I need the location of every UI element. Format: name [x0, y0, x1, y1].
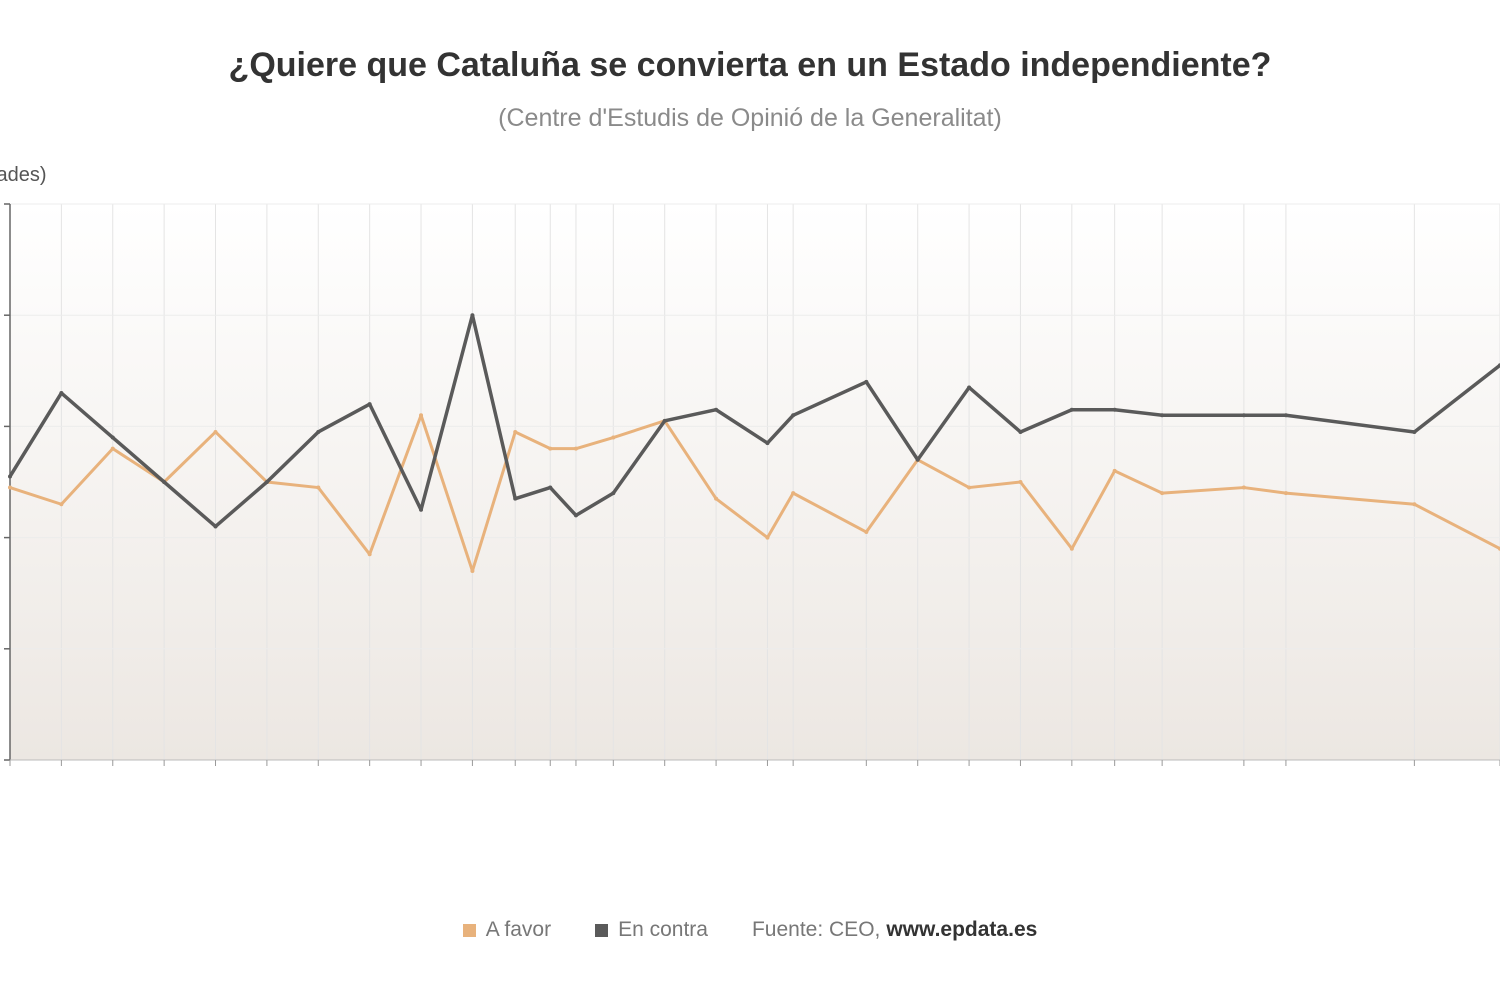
- series-1-point-10[interactable]: [513, 496, 518, 501]
- series-0-point-10[interactable]: [513, 429, 518, 434]
- series-0-point-23[interactable]: [1112, 468, 1117, 473]
- series-0-point-9[interactable]: [470, 568, 475, 573]
- series-1-point-24[interactable]: [1160, 413, 1165, 418]
- series-1-point-27[interactable]: [1412, 429, 1417, 434]
- series-1-point-4[interactable]: [213, 524, 218, 529]
- series-0-point-17[interactable]: [791, 491, 796, 496]
- series-0-point-7[interactable]: [367, 552, 372, 557]
- legend-label-a-favor: A favor: [485, 918, 552, 941]
- chart-subtitle: (Centre d'Estudis de Opinió de la Genera…: [498, 104, 1002, 132]
- series-1-point-25[interactable]: [1241, 413, 1246, 418]
- series-0-point-4[interactable]: [213, 429, 218, 434]
- series-1-point-18[interactable]: [864, 379, 869, 384]
- series-0-point-15[interactable]: [714, 496, 719, 501]
- series-1-point-0[interactable]: [8, 474, 12, 479]
- source-note: Fuente: CEO, www.epdata.es: [752, 918, 1037, 942]
- y-axis-label: (unidades): [0, 164, 47, 186]
- series-0-point-16[interactable]: [765, 535, 770, 540]
- series-1-point-22[interactable]: [1069, 407, 1074, 412]
- source-label: Fuente: CEO,: [751, 918, 881, 941]
- series-0-point-2[interactable]: [110, 446, 115, 451]
- series-0-point-25[interactable]: [1241, 485, 1246, 490]
- series-1-point-11[interactable]: [548, 485, 553, 490]
- series-1-point-14[interactable]: [662, 418, 667, 423]
- series-1-point-15[interactable]: [714, 407, 719, 412]
- series-0-point-24[interactable]: [1160, 491, 1165, 496]
- series-1-point-7[interactable]: [367, 402, 372, 407]
- series-0-point-26[interactable]: [1283, 491, 1288, 496]
- series-1-point-8[interactable]: [419, 507, 424, 512]
- legend-item-a-favor[interactable]: A favor: [462, 918, 552, 942]
- series-0-point-11[interactable]: [548, 446, 553, 451]
- series-1-point-23[interactable]: [1112, 407, 1117, 412]
- series-1-point-19[interactable]: [915, 457, 920, 462]
- legend-label-en-contra: En contra: [618, 918, 708, 941]
- series-lines: [8, 313, 1500, 573]
- series-1-point-21[interactable]: [1018, 429, 1023, 434]
- series-1-point-1[interactable]: [59, 391, 64, 396]
- series-0-point-0[interactable]: [8, 485, 12, 490]
- series-0-point-12[interactable]: [573, 446, 578, 451]
- series-1-point-3[interactable]: [162, 480, 167, 484]
- x-axis: [9, 759, 1500, 766]
- series-1-point-5[interactable]: [264, 480, 269, 484]
- series-1-point-26[interactable]: [1283, 413, 1288, 418]
- series-1-point-6[interactable]: [316, 429, 321, 434]
- series-1-point-9[interactable]: [470, 313, 475, 318]
- series-0-point-6[interactable]: [316, 485, 321, 490]
- series-0-point-20[interactable]: [967, 485, 972, 490]
- series-1-point-17[interactable]: [791, 413, 796, 418]
- series-0-point-21[interactable]: [1018, 480, 1023, 484]
- series-0-point-18[interactable]: [864, 530, 869, 535]
- series-0-point-27[interactable]: [1412, 502, 1417, 507]
- y-axis: [4, 203, 11, 761]
- series-0-point-22[interactable]: [1069, 546, 1074, 551]
- series-1-point-16[interactable]: [765, 441, 770, 446]
- legend-item-en-contra[interactable]: En contra: [595, 918, 708, 942]
- plot-area: [10, 204, 1500, 760]
- source-site-link[interactable]: www.epdata.es: [886, 918, 1038, 941]
- series-1-point-13[interactable]: [611, 491, 616, 496]
- series-0-point-1[interactable]: [59, 502, 64, 507]
- legend-swatch-a-favor: [462, 923, 476, 937]
- chart-title: ¿Quiere que Cataluña se convierta en un …: [228, 46, 1272, 84]
- series-0-point-13[interactable]: [611, 435, 616, 440]
- series-1-point-20[interactable]: [967, 385, 972, 390]
- legend-swatch-en-contra: [595, 923, 609, 937]
- series-1-point-12[interactable]: [573, 513, 578, 518]
- legend: A favor En contra Fuente: CEO, www.epdat…: [0, 918, 1500, 942]
- series-0-point-8[interactable]: [419, 413, 424, 418]
- series-1-point-2[interactable]: [110, 435, 115, 440]
